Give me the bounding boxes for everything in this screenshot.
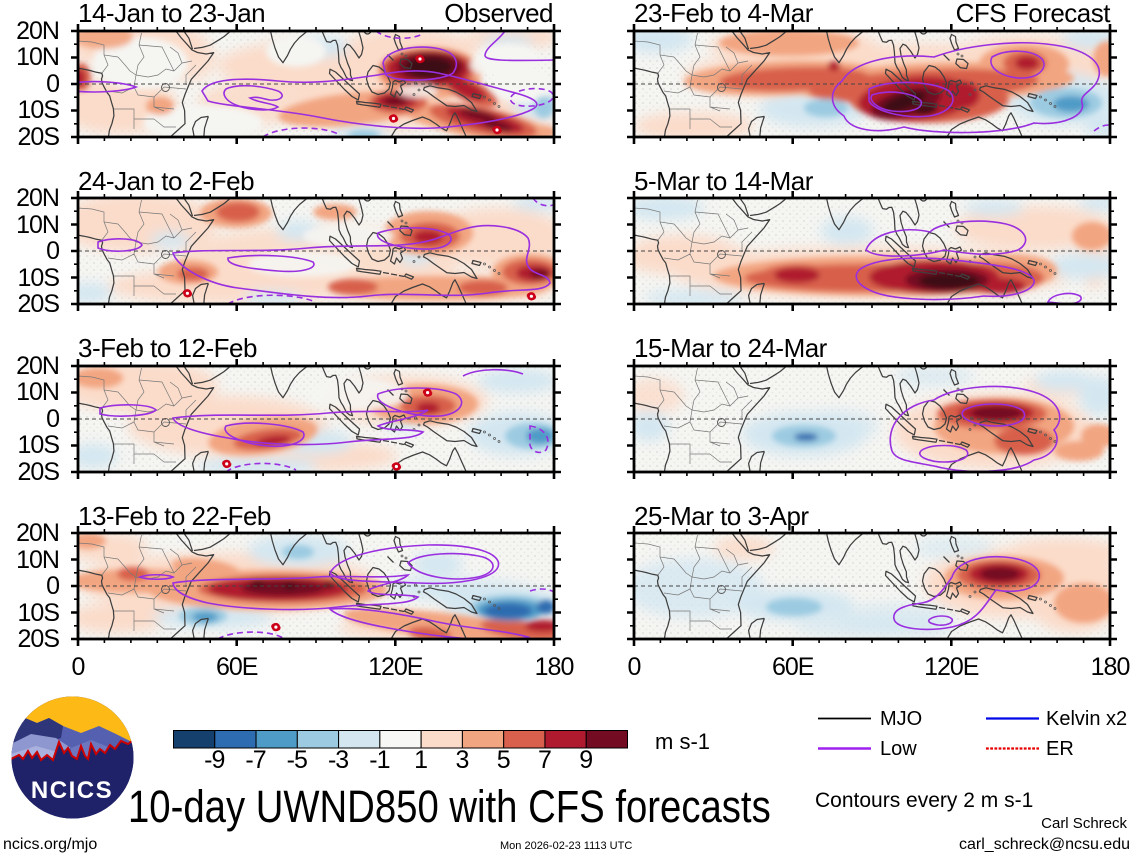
svg-text:NCICS: NCICS [31,777,113,804]
